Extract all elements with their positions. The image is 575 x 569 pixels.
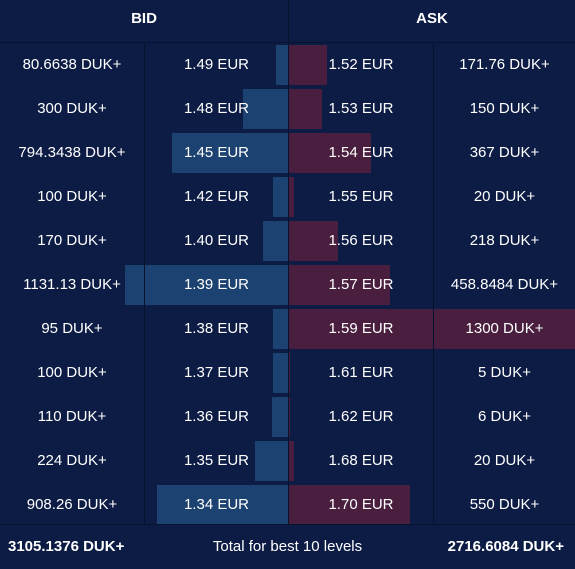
bid-quantity: 80.6638 DUK+ <box>22 56 122 73</box>
bid-price: 1.48 EUR <box>183 100 250 117</box>
bid-depth-bar <box>172 133 288 173</box>
ask-depth-bar <box>289 221 338 261</box>
ask-quantity: 1300 DUK+ <box>465 320 544 337</box>
column-divider-bid <box>144 43 145 524</box>
ask-price: 1.61 EUR <box>328 364 394 381</box>
ask-depth-bar <box>289 309 575 349</box>
ask-depth-bar <box>289 45 327 85</box>
order-book-rows: 80.6638 DUK+ 1.49 EUR 1.52 EUR 171.76 DUK+ 3… <box>0 43 575 525</box>
ask-quantity: 171.76 DUK+ <box>459 56 550 73</box>
order-book-header: BID ASK <box>0 0 575 43</box>
ask-depth-bar <box>289 177 294 217</box>
ask-price: 1.57 EUR <box>328 276 394 293</box>
ask-quantity: 367 DUK+ <box>469 144 540 161</box>
bid-price: 1.38 EUR <box>183 320 250 337</box>
bid-quantity: 170 DUK+ <box>37 232 107 249</box>
ask-depth-bar <box>289 397 290 437</box>
ask-quantity: 550 DUK+ <box>469 496 540 513</box>
order-book-row[interactable]: 170 DUK+ 1.40 EUR 1.56 EUR 218 DUK+ <box>0 219 575 263</box>
bid-quantity: 224 DUK+ <box>37 452 107 469</box>
bid-depth-bar <box>276 45 288 85</box>
order-book-row[interactable]: 110 DUK+ 1.36 EUR 1.62 EUR 6 DUK+ <box>0 395 575 439</box>
bid-depth-bar <box>273 177 288 217</box>
bid-depth-bar <box>272 397 288 437</box>
ask-depth-bar <box>289 89 322 129</box>
column-divider-center <box>288 43 289 524</box>
totals-label: Total for best 10 levels <box>212 538 363 555</box>
bid-price: 1.36 EUR <box>183 408 250 425</box>
order-book-row[interactable]: 1131.13 DUK+ 1.39 EUR 1.57 EUR 458.8484 DUK… <box>0 263 575 307</box>
ask-price: 1.52 EUR <box>328 56 394 73</box>
bid-total: 3105.1376 DUK+ <box>8 538 125 555</box>
ask-price: 1.68 EUR <box>328 452 394 469</box>
bid-price: 1.45 EUR <box>183 144 250 161</box>
header-center-divider <box>288 0 289 42</box>
order-book-row[interactable]: 100 DUK+ 1.37 EUR 1.61 EUR 5 DUK+ <box>0 351 575 395</box>
bid-quantity: 110 DUK+ <box>37 408 107 425</box>
bid-depth-bar <box>263 221 288 261</box>
bid-quantity: 300 DUK+ <box>37 100 107 117</box>
ask-price: 1.70 EUR <box>328 496 394 513</box>
bid-price: 1.49 EUR <box>183 56 250 73</box>
order-book-row[interactable]: 80.6638 DUK+ 1.49 EUR 1.52 EUR 171.76 DUK+ <box>0 43 575 87</box>
ask-depth-bar <box>289 441 294 481</box>
bid-price: 1.40 EUR <box>183 232 250 249</box>
ask-depth-bar <box>289 133 371 173</box>
ask-quantity: 5 DUK+ <box>478 364 531 381</box>
ask-price: 1.62 EUR <box>328 408 394 425</box>
order-book-row[interactable]: 300 DUK+ 1.48 EUR 1.53 EUR 150 DUK+ <box>0 87 575 131</box>
ask-quantity: 6 DUK+ <box>478 408 531 425</box>
bid-depth-bar <box>125 265 288 305</box>
ask-price: 1.53 EUR <box>328 100 394 117</box>
bid-price: 1.37 EUR <box>183 364 250 381</box>
ask-depth-bar <box>289 265 390 305</box>
bid-quantity: 1131.13 DUK+ <box>23 276 121 293</box>
bid-quantity: 100 DUK+ <box>37 188 107 205</box>
ask-price: 1.55 EUR <box>328 188 394 205</box>
bid-price: 1.42 EUR <box>183 188 250 205</box>
ask-depth-bar <box>289 485 410 525</box>
bid-header: BID <box>131 10 157 27</box>
ask-quantity: 218 DUK+ <box>469 232 540 249</box>
bid-quantity: 100 DUK+ <box>37 364 107 381</box>
ask-quantity: 20 DUK+ <box>473 452 536 469</box>
bid-depth-bar <box>273 353 288 393</box>
order-book-row[interactable]: 224 DUK+ 1.35 EUR 1.68 EUR 20 DUK+ <box>0 439 575 483</box>
bid-price: 1.35 EUR <box>183 452 250 469</box>
bid-depth-bar <box>157 485 288 525</box>
ask-price: 1.59 EUR <box>328 320 394 337</box>
ask-depth-bar <box>289 353 290 393</box>
order-book-row[interactable]: 908.26 DUK+ 1.34 EUR 1.70 EUR 550 DUK+ <box>0 483 575 527</box>
ask-quantity: 458.8484 DUK+ <box>450 276 559 293</box>
bid-depth-bar <box>243 89 288 129</box>
order-book-row[interactable]: 100 DUK+ 1.42 EUR 1.55 EUR 20 DUK+ <box>0 175 575 219</box>
ask-quantity: 150 DUK+ <box>469 100 540 117</box>
ask-quantity: 20 DUK+ <box>473 188 536 205</box>
ask-price: 1.56 EUR <box>328 232 394 249</box>
ask-price: 1.54 EUR <box>328 144 394 161</box>
order-book-row[interactable]: 95 DUK+ 1.38 EUR 1.59 EUR 1300 DUK+ <box>0 307 575 351</box>
bid-quantity: 794.3438 DUK+ <box>18 144 126 161</box>
bid-price: 1.39 EUR <box>183 276 250 293</box>
bid-quantity: 908.26 DUK+ <box>26 496 118 513</box>
bid-depth-bar <box>273 309 288 349</box>
ask-header: ASK <box>416 10 448 27</box>
bid-quantity: 95 DUK+ <box>41 320 103 337</box>
bid-depth-bar <box>255 441 288 481</box>
column-divider-ask <box>433 43 434 524</box>
order-book-row[interactable]: 794.3438 DUK+ 1.45 EUR 1.54 EUR 367 DUK+ <box>0 131 575 175</box>
ask-total: 2716.6084 DUK+ <box>447 538 564 555</box>
bid-price: 1.34 EUR <box>183 496 250 513</box>
order-book-footer: 3105.1376 DUK+ Total for best 10 levels … <box>0 524 575 566</box>
